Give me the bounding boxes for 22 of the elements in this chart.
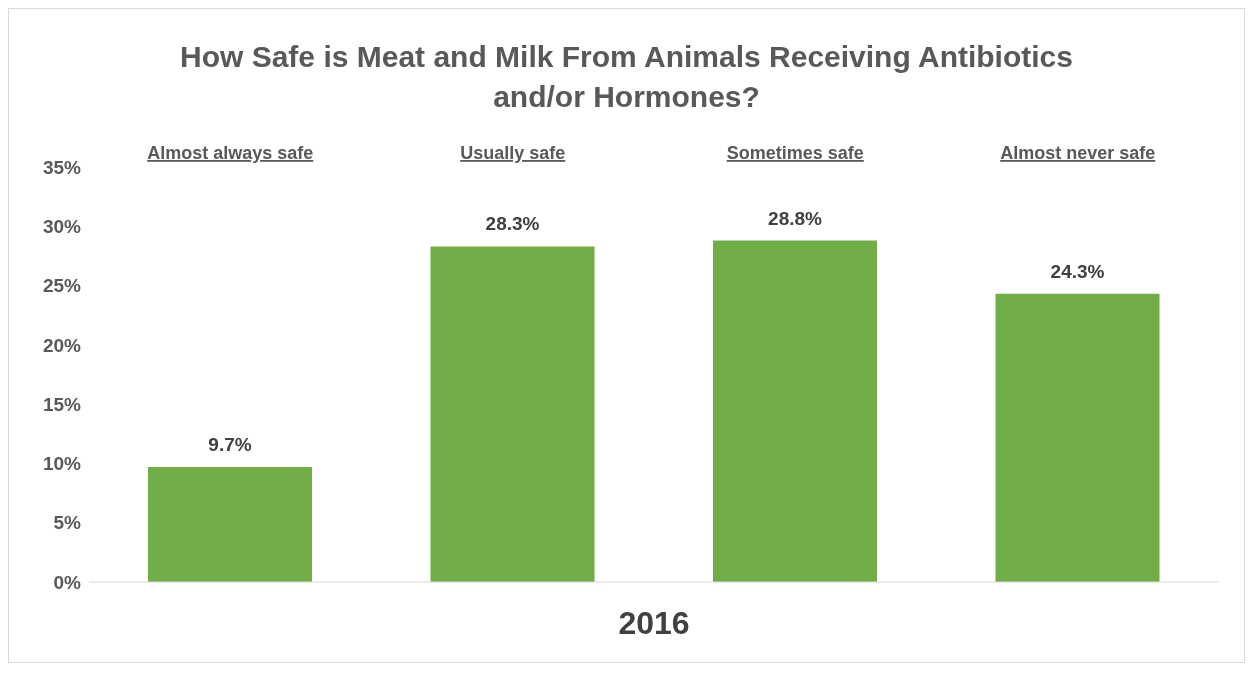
y-tick-label: 25%	[42, 275, 82, 297]
x-tick-label: Sometimes safe	[726, 143, 864, 163]
x-tick-label: Almost always safe	[147, 143, 314, 163]
chart-title: How Safe is Meat and Milk From Animals Receiving Antibiotics and/or Hormones?	[179, 39, 1074, 115]
y-tick-label: 30%	[42, 216, 82, 238]
bar	[713, 240, 877, 582]
x-axis-title: 2016	[618, 605, 690, 641]
y-tick-label: 15%	[42, 393, 82, 415]
x-tick-label: Usually safe	[460, 143, 566, 163]
y-tick-label: 10%	[42, 453, 82, 475]
y-tick-label: 5%	[53, 512, 82, 534]
data-label: 28.3%	[485, 213, 540, 235]
data-label: 24.3%	[1050, 260, 1105, 282]
data-label: 28.8%	[768, 207, 823, 229]
bar	[995, 293, 1160, 582]
bar	[430, 246, 595, 582]
y-tick-label: 35%	[42, 156, 82, 178]
bar	[148, 466, 312, 582]
y-tick-label: 0%	[53, 571, 82, 593]
y-tick-label: 20%	[42, 334, 82, 356]
x-tick-label: Almost never safe	[1000, 143, 1156, 163]
data-label: 9.7%	[208, 433, 252, 455]
